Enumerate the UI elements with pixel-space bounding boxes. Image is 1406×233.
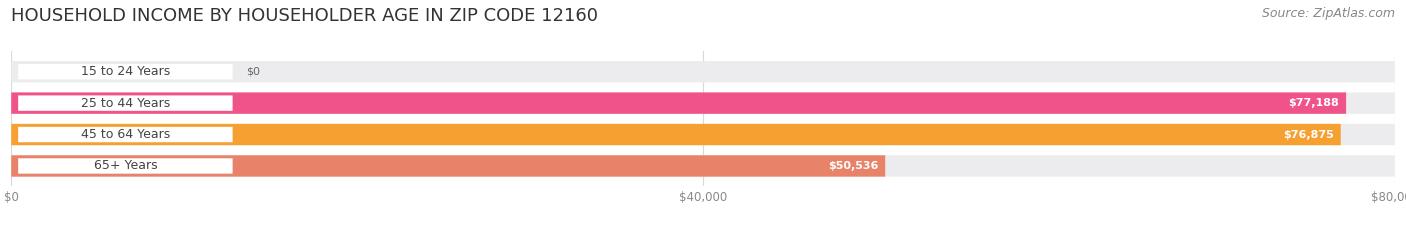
FancyBboxPatch shape bbox=[11, 124, 1395, 145]
FancyBboxPatch shape bbox=[11, 155, 886, 177]
FancyBboxPatch shape bbox=[11, 61, 1395, 82]
FancyBboxPatch shape bbox=[18, 158, 232, 174]
Text: $76,875: $76,875 bbox=[1284, 130, 1334, 140]
Text: 45 to 64 Years: 45 to 64 Years bbox=[80, 128, 170, 141]
FancyBboxPatch shape bbox=[11, 93, 1395, 114]
Text: 25 to 44 Years: 25 to 44 Years bbox=[80, 97, 170, 110]
FancyBboxPatch shape bbox=[11, 155, 1395, 177]
Text: HOUSEHOLD INCOME BY HOUSEHOLDER AGE IN ZIP CODE 12160: HOUSEHOLD INCOME BY HOUSEHOLDER AGE IN Z… bbox=[11, 7, 598, 25]
FancyBboxPatch shape bbox=[11, 93, 1346, 114]
Text: $0: $0 bbox=[246, 67, 260, 77]
Text: 15 to 24 Years: 15 to 24 Years bbox=[80, 65, 170, 78]
FancyBboxPatch shape bbox=[18, 127, 232, 142]
FancyBboxPatch shape bbox=[11, 124, 1341, 145]
FancyBboxPatch shape bbox=[18, 96, 232, 111]
Text: Source: ZipAtlas.com: Source: ZipAtlas.com bbox=[1261, 7, 1395, 20]
Text: $77,188: $77,188 bbox=[1288, 98, 1339, 108]
Text: 65+ Years: 65+ Years bbox=[94, 159, 157, 172]
Text: $50,536: $50,536 bbox=[828, 161, 879, 171]
FancyBboxPatch shape bbox=[18, 64, 232, 79]
